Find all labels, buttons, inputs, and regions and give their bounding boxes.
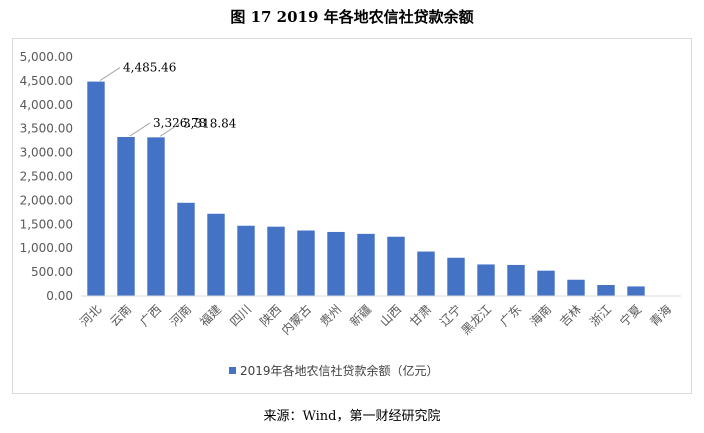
- legend: 2019年各地农信社贷款余额（亿元）: [229, 363, 439, 378]
- x-tick-label: 浙江: [587, 302, 614, 329]
- bar-新疆: [357, 233, 375, 296]
- x-tick-label: 山西: [377, 302, 404, 329]
- y-tick-label: 1,500.00: [20, 217, 73, 231]
- data-label-leader: [129, 122, 151, 137]
- source-note: 来源：Wind，第一财经研究院: [263, 409, 441, 424]
- bar-贵州: [327, 231, 345, 296]
- chart-frame: 0.00 500.00 1,000.00 1,500.00 2,000.00 2,500.…: [12, 38, 692, 394]
- bar-福建: [207, 213, 225, 296]
- y-tick-label: 4,500.00: [20, 74, 73, 88]
- y-tick-label: 1,000.00: [20, 241, 73, 255]
- bar-海南: [537, 270, 555, 296]
- bar-河北: [87, 81, 105, 296]
- y-tick-label: 2,500.00: [20, 170, 73, 184]
- figure-title: 图 17 2019 年各地农信社贷款余额: [230, 8, 474, 26]
- bar-chart: 0.00 500.00 1,000.00 1,500.00 2,000.00 2,500.…: [20, 50, 681, 378]
- data-label-leader: [159, 122, 181, 137]
- legend-label: 2019年各地农信社贷款余额（亿元）: [240, 363, 439, 378]
- x-tick-label: 福建: [197, 302, 225, 330]
- x-tick-label: 四川: [227, 302, 254, 329]
- x-tick-label: 新疆: [347, 302, 375, 330]
- bar-内蒙古: [297, 230, 315, 296]
- bar-浙江: [597, 285, 615, 296]
- data-labels: 4,485.463,326.783,318.84: [99, 61, 237, 137]
- y-tick-label: 0.00: [46, 289, 73, 303]
- x-tick-label: 陕西: [257, 302, 285, 330]
- x-tick-label: 贵州: [317, 302, 344, 329]
- data-label: 3,318.84: [183, 116, 237, 130]
- y-tick-label: 500.00: [31, 265, 73, 279]
- bar-甘肃: [417, 251, 435, 296]
- bar-宁夏: [627, 286, 645, 296]
- x-tick-label: 河南: [167, 302, 195, 330]
- x-tick-label: 宁夏: [617, 302, 645, 330]
- bar-山西: [387, 236, 405, 296]
- y-axis: 0.00 500.00 1,000.00 1,500.00 2,000.00 2,500.…: [20, 50, 73, 303]
- bar-广西: [147, 137, 165, 296]
- y-tick-label: 4,000.00: [20, 98, 73, 112]
- y-tick-label: 5,000.00: [20, 50, 73, 64]
- bar-广东: [507, 264, 525, 296]
- bar-吉林: [567, 279, 585, 296]
- bar-陕西: [267, 226, 285, 296]
- bar-云南: [117, 136, 135, 296]
- x-tick-label: 吉林: [557, 302, 584, 329]
- x-tick-label: 黑龙江: [459, 302, 494, 337]
- x-tick-label: 辽宁: [437, 302, 465, 330]
- y-tick-label: 3,500.00: [20, 122, 73, 136]
- bar-四川: [237, 225, 255, 296]
- y-tick-label: 3,000.00: [20, 146, 73, 160]
- legend-swatch: [229, 367, 236, 374]
- x-tick-label: 云南: [107, 302, 135, 330]
- x-tick-label: 甘肃: [407, 302, 434, 329]
- bar-辽宁: [447, 257, 465, 296]
- data-label-leader: [99, 67, 121, 82]
- x-tick-label: 广西: [137, 302, 164, 329]
- bar-黑龙江: [477, 264, 495, 296]
- y-tick-label: 2,000.00: [20, 193, 73, 207]
- x-tick-label: 河北: [77, 302, 104, 329]
- x-tick-label: 广东: [497, 302, 524, 329]
- bars: [87, 81, 645, 296]
- data-label: 4,485.46: [123, 61, 176, 75]
- x-tick-label: 海南: [527, 302, 555, 330]
- x-tick-label: 青海: [647, 302, 675, 330]
- bar-河南: [177, 202, 195, 296]
- x-tick-label: 内蒙古: [278, 302, 314, 338]
